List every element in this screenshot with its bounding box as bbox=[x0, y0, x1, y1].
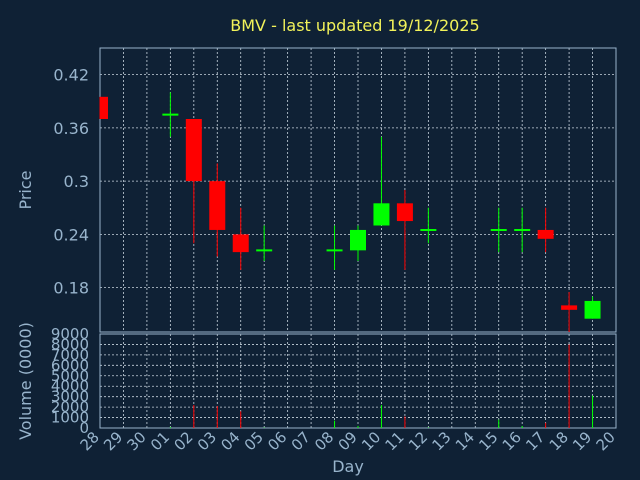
x-tick-label: 06 bbox=[264, 428, 290, 454]
x-axis-label: Day bbox=[332, 457, 364, 476]
chart-title: BMV - last updated 19/12/2025 bbox=[230, 16, 479, 35]
x-tick-label: 11 bbox=[382, 428, 408, 454]
x-tick-label: 13 bbox=[428, 428, 454, 454]
candle bbox=[185, 119, 202, 244]
volume-tick-label: 9000 bbox=[51, 325, 89, 343]
price-grid bbox=[99, 48, 617, 332]
volume-tick-label: 3000 bbox=[51, 388, 89, 406]
y-axis-label: Price bbox=[16, 170, 35, 209]
x-tick-label: 01 bbox=[147, 428, 173, 454]
y-tick-label: 0.24 bbox=[53, 225, 89, 244]
candle-body bbox=[232, 234, 249, 253]
candle-body bbox=[561, 305, 578, 310]
candle bbox=[584, 296, 601, 319]
candle bbox=[490, 207, 507, 253]
candle-body bbox=[185, 119, 202, 182]
x-tick-label: 30 bbox=[124, 428, 150, 454]
y-tick-label: 0.42 bbox=[53, 66, 89, 85]
candle-body bbox=[396, 203, 413, 222]
x-tick-label: 16 bbox=[499, 428, 525, 454]
x-tick-label: 12 bbox=[405, 428, 431, 454]
volume-tick-label: 0 bbox=[79, 419, 89, 437]
volume-bars bbox=[169, 344, 594, 428]
candle bbox=[209, 163, 226, 257]
candle bbox=[350, 225, 366, 261]
volume-tick-label: 6000 bbox=[51, 356, 89, 374]
volume-tick-label: 4000 bbox=[51, 377, 89, 395]
x-tick-label: 04 bbox=[217, 428, 243, 454]
volume-panel-frame bbox=[99, 333, 617, 429]
candle bbox=[232, 207, 249, 270]
candle bbox=[162, 92, 179, 137]
candle bbox=[326, 225, 343, 270]
y-tick-label: 0.3 bbox=[64, 172, 89, 191]
x-tick-label: 14 bbox=[452, 428, 478, 454]
volume-grid bbox=[99, 333, 617, 429]
x-tick-label: 19 bbox=[569, 428, 595, 454]
candle bbox=[561, 292, 578, 332]
x-tick-label: 07 bbox=[288, 428, 314, 454]
x-tick-label: 05 bbox=[241, 428, 267, 454]
candle bbox=[99, 96, 108, 119]
x-tick-label: 18 bbox=[546, 428, 572, 454]
candle bbox=[537, 207, 554, 253]
volume-tick-label: 2000 bbox=[51, 398, 89, 416]
x-tick-label: 02 bbox=[170, 428, 196, 454]
volume-tick-label: 1000 bbox=[51, 409, 89, 427]
candle bbox=[396, 190, 413, 270]
candle-body bbox=[100, 96, 108, 119]
x-ticks: 2829300102030405060708091011121314151617… bbox=[77, 428, 619, 454]
candle-body bbox=[209, 181, 226, 230]
volume-tick-label: 5000 bbox=[51, 367, 89, 385]
x-tick-label: 10 bbox=[358, 428, 384, 454]
price-panel-frame bbox=[99, 47, 617, 333]
y-tick-label: 0.36 bbox=[53, 119, 89, 138]
x-tick-label: 08 bbox=[311, 428, 337, 454]
candle bbox=[514, 207, 531, 253]
x-tick-label: 29 bbox=[100, 428, 126, 454]
candles bbox=[99, 92, 601, 332]
x-tick-label: 20 bbox=[593, 428, 619, 454]
candle-body bbox=[584, 300, 601, 319]
x-tick-label: 09 bbox=[335, 428, 361, 454]
x-tick-label: 03 bbox=[194, 428, 220, 454]
volume-axis-label: Volume (0000) bbox=[16, 322, 35, 440]
price-y-ticks: 0.42 0.36 0.3 0.24 0.18 bbox=[53, 66, 89, 298]
candle bbox=[420, 207, 437, 244]
candle bbox=[256, 225, 273, 261]
candle bbox=[373, 136, 390, 226]
x-tick-label: 17 bbox=[522, 428, 548, 454]
x-tick-label: 15 bbox=[475, 428, 501, 454]
candle-body bbox=[350, 229, 366, 251]
candle-body bbox=[537, 229, 554, 239]
volume-tick-label: 7000 bbox=[51, 346, 89, 364]
volume-tick-label: 8000 bbox=[51, 335, 89, 353]
y-tick-label: 0.18 bbox=[53, 279, 89, 298]
candle-body bbox=[373, 203, 390, 226]
